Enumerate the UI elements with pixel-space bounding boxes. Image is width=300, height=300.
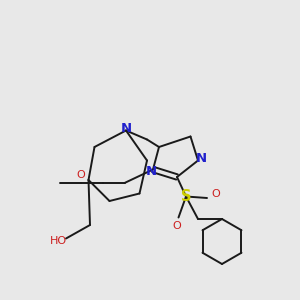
Text: N: N — [146, 165, 157, 178]
Text: N: N — [120, 122, 132, 135]
Text: S: S — [181, 189, 191, 204]
Text: O: O — [211, 189, 220, 200]
Text: O: O — [76, 169, 85, 180]
Text: HO: HO — [50, 236, 67, 247]
Text: N: N — [195, 152, 207, 166]
Text: O: O — [172, 221, 182, 231]
